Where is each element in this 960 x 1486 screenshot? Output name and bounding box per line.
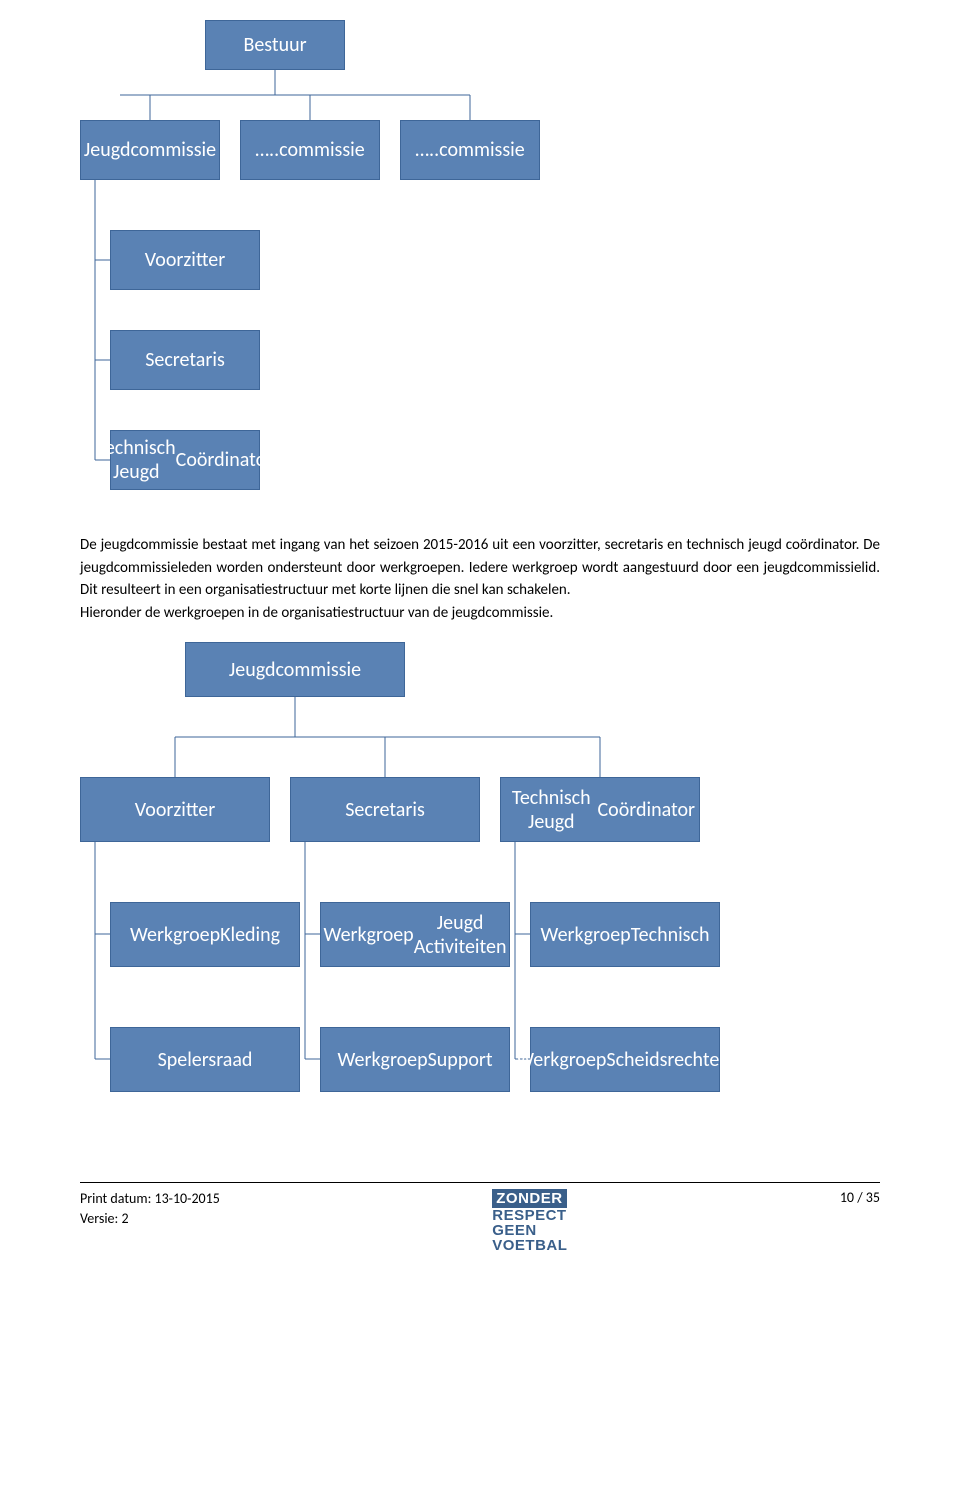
version-value: 2: [121, 1210, 128, 1227]
node-label-line: Kleding: [220, 923, 280, 947]
org-node-jeugdcom: Jeugdcommissie: [80, 120, 220, 180]
page-total: 35: [866, 1189, 880, 1206]
node-label-line: Secretaris: [145, 348, 225, 372]
node-label-line: Spelersraad: [158, 1048, 253, 1072]
print-date-value: 13-10-2015: [154, 1190, 219, 1207]
org-node-secretaris: Secretaris: [110, 330, 260, 390]
org-node-wg_act: WerkgroepJeugd Activiteiten: [320, 902, 510, 967]
node-label-line: …..: [255, 138, 279, 162]
org-chart-top: BestuurJeugdcommissie…..commissie…..comm…: [80, 20, 600, 520]
footer-left: Print datum: 13-10-2015 Versie: 2: [80, 1189, 220, 1228]
logo-line-2: RESPECT: [492, 1208, 567, 1223]
org-node-tjc: Technisch JeugdCoördinator: [110, 430, 260, 490]
logo-line-4: VOETBAL: [492, 1238, 567, 1253]
version-label: Versie:: [80, 1210, 118, 1227]
node-label-line: Coördinator: [176, 448, 273, 472]
org-node-com2: …..commissie: [240, 120, 380, 180]
node-label-line: Scheidsrechters: [606, 1048, 733, 1072]
node-label-line: Bestuur: [243, 33, 306, 57]
print-date-label: Print datum:: [80, 1190, 151, 1207]
node-label-line: Werkgroep: [516, 1048, 606, 1072]
org-node-vz: Voorzitter: [80, 777, 270, 842]
node-label-line: Technisch: [631, 923, 710, 947]
org-node-tjc2: Technisch JeugdCoördinator: [500, 777, 700, 842]
org-node-voorzitter: Voorzitter: [110, 230, 260, 290]
org-node-sec: Secretaris: [290, 777, 480, 842]
org-node-spelersraad: Spelersraad: [110, 1027, 300, 1092]
logo-line-3: GEEN: [492, 1223, 567, 1238]
org-node-bestuur: Bestuur: [205, 20, 345, 70]
page-footer: Print datum: 13-10-2015 Versie: 2 ZONDER…: [80, 1182, 880, 1253]
node-label-line: Coördinator: [598, 798, 695, 822]
page-current: 10: [840, 1189, 854, 1206]
org-node-wg_scheids: WerkgroepScheidsrechters: [530, 1027, 720, 1092]
org-node-com3: …..commissie: [400, 120, 540, 180]
node-label-line: Support: [428, 1048, 493, 1072]
node-label-line: Werkgroep: [541, 923, 631, 947]
org-node-wg_kleding: WerkgroepKleding: [110, 902, 300, 967]
footer-page: 10 / 35: [840, 1189, 880, 1206]
node-label-line: commissie: [279, 138, 365, 162]
logo-line-1: ZONDER: [492, 1189, 566, 1208]
node-label-line: Jeugdcommissie: [229, 658, 361, 682]
org-chart-bottom: Jeugdcommissie Voorzitter Secretaris Techni…: [80, 642, 840, 1142]
org-node-wg_support: WerkgroepSupport: [320, 1027, 510, 1092]
node-label-line: Werkgroep: [337, 1048, 427, 1072]
node-label-line: Werkgroep: [130, 923, 220, 947]
node-label-line: Technisch Jeugd: [97, 436, 176, 484]
node-label-line: Voorzitter: [135, 798, 215, 822]
node-label-line: Jeugd: [84, 138, 131, 162]
node-label-line: commissie: [131, 138, 217, 162]
body-paragraph: De jeugdcommissie bestaat met ingang van…: [80, 534, 880, 624]
node-label-line: Secretaris: [345, 798, 425, 822]
page-sep: /: [857, 1189, 862, 1206]
org-node-wg_tech: WerkgroepTechnisch: [530, 902, 720, 967]
node-label-line: Jeugd Activiteiten: [414, 911, 507, 959]
node-label-line: Technisch Jeugd: [505, 786, 598, 834]
org-node-jc_root: Jeugdcommissie: [185, 642, 405, 697]
node-label-line: Werkgroep: [324, 923, 414, 947]
node-label-line: …..: [415, 138, 439, 162]
node-label-line: commissie: [439, 138, 525, 162]
node-label-line: Voorzitter: [145, 248, 225, 272]
footer-logo: ZONDER RESPECT GEEN VOETBAL: [492, 1189, 567, 1253]
